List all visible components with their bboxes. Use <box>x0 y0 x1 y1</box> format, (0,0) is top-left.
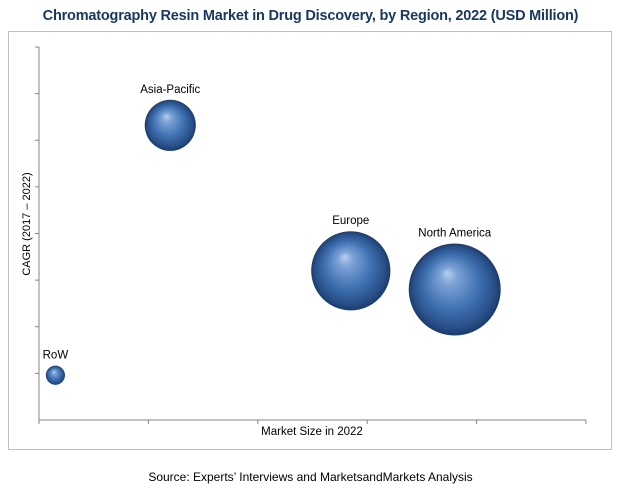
bubble-north-america <box>408 243 501 336</box>
x-axis-label: Market Size in 2022 <box>261 426 363 438</box>
bubble-label-asia-pacific: Asia-Pacific <box>140 84 200 96</box>
bubble-label-europe: Europe <box>332 215 369 227</box>
chart-frame <box>8 31 612 450</box>
bubbles <box>45 99 501 385</box>
bubble-label-north-america: North America <box>418 227 491 239</box>
bubble-row <box>45 365 65 385</box>
y-axis-label: CAGR (2017 – 2022) <box>21 172 33 275</box>
bubble-asia-pacific <box>144 99 196 151</box>
bubble-label-row: RoW <box>43 350 69 362</box>
chart-title: Chromatography Resin Market in Drug Disc… <box>42 8 579 24</box>
bubble-europe <box>311 231 391 311</box>
axes <box>35 46 587 424</box>
bubble-labels: Asia-Pacific Europe North America RoW <box>43 84 492 362</box>
source-note: Source: Experts’ Interviews and Marketsa… <box>148 470 473 484</box>
